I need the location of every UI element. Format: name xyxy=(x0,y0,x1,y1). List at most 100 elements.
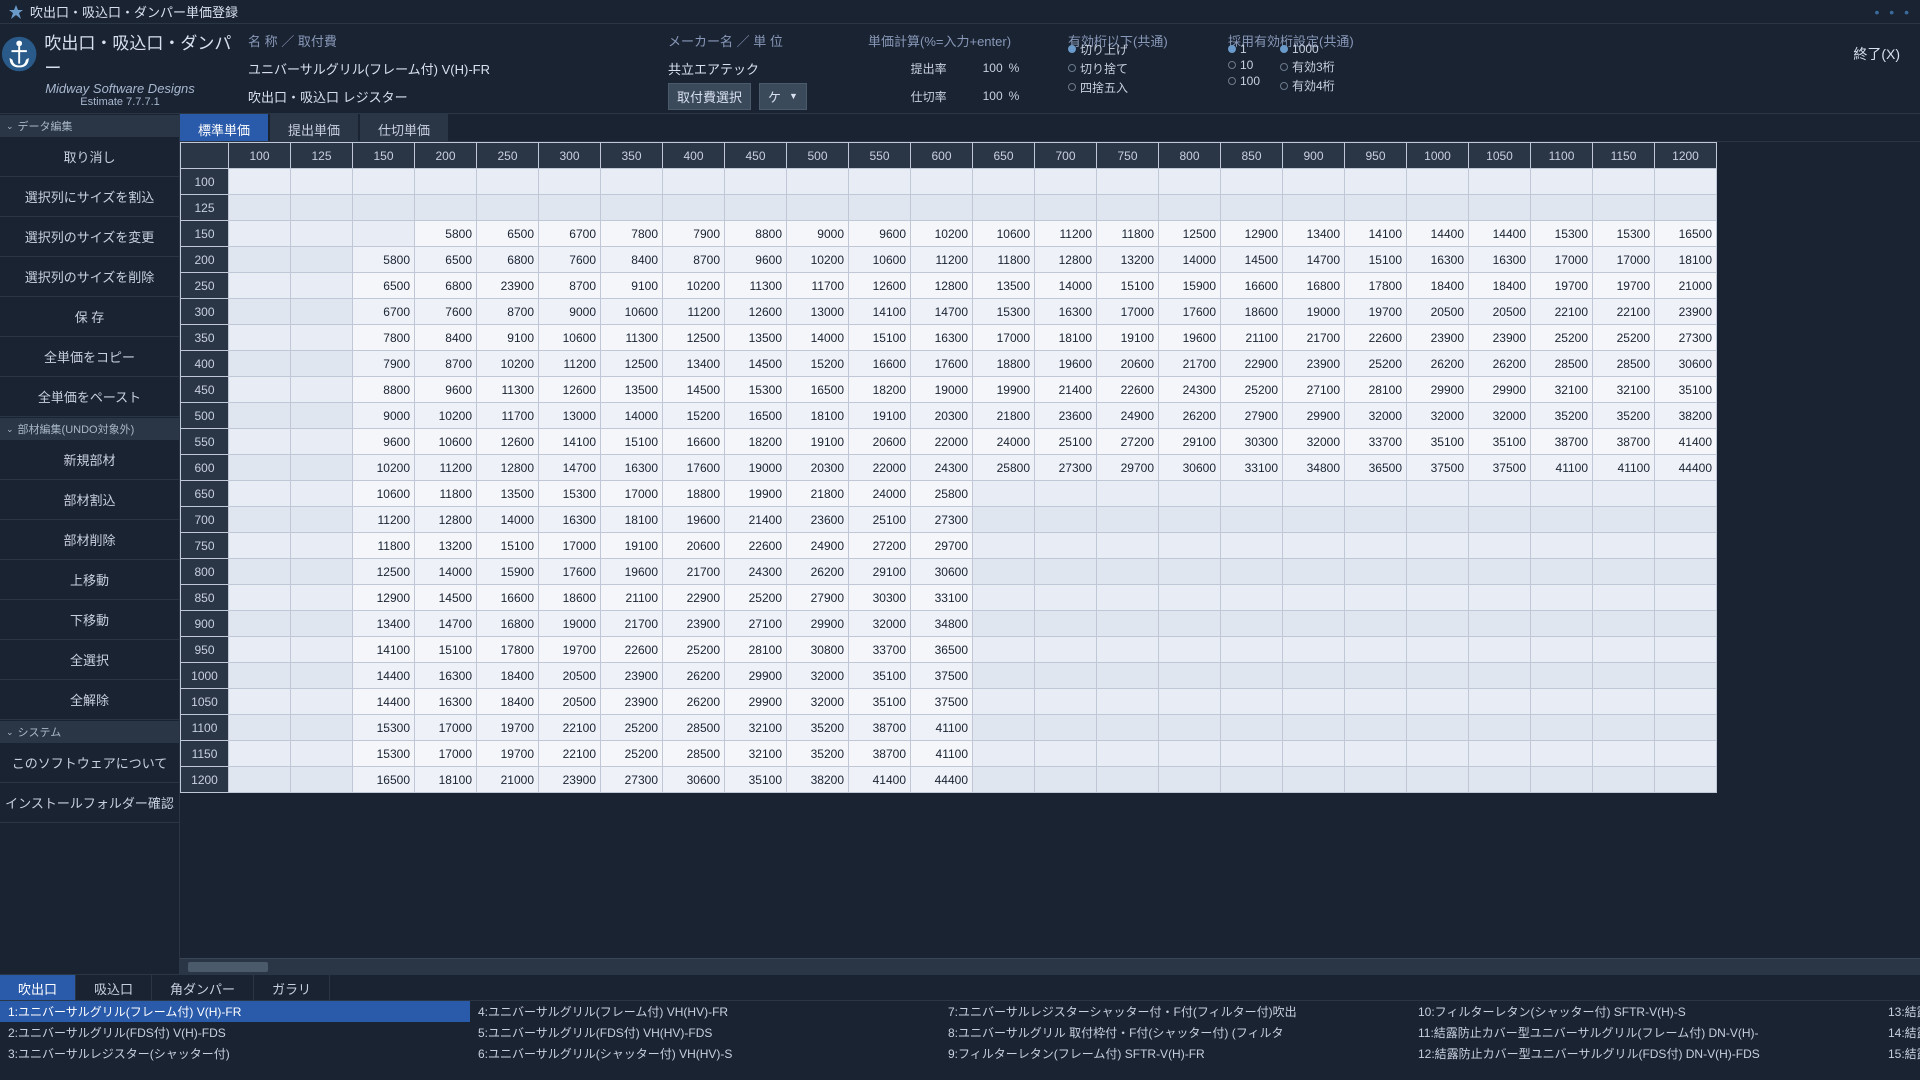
grid-cell[interactable]: 22000 xyxy=(911,429,973,455)
grid-cell[interactable] xyxy=(663,169,725,195)
sidebar-button[interactable]: 全解除 xyxy=(0,680,179,720)
list-item[interactable]: 6:ユニバーサルグリル(シャッター付) VH(HV)-S xyxy=(470,1043,940,1064)
grid-cell[interactable]: 8400 xyxy=(601,247,663,273)
grid-cell[interactable]: 10600 xyxy=(353,481,415,507)
sidebar-button[interactable]: 全単価をペースト xyxy=(0,377,179,417)
grid-cell[interactable] xyxy=(1035,611,1097,637)
grid-cell[interactable]: 37500 xyxy=(911,689,973,715)
grid-cell[interactable]: 14100 xyxy=(1345,221,1407,247)
grid-cell[interactable]: 18800 xyxy=(973,351,1035,377)
grid-cell[interactable] xyxy=(291,273,353,299)
grid-cell[interactable] xyxy=(1159,611,1221,637)
grid-cell[interactable]: 17600 xyxy=(663,455,725,481)
grid-cell[interactable]: 23900 xyxy=(477,273,539,299)
grid-cell[interactable]: 22600 xyxy=(601,637,663,663)
grid-cell[interactable] xyxy=(1469,689,1531,715)
grid-cell[interactable] xyxy=(291,403,353,429)
grid-cell[interactable]: 26200 xyxy=(1407,351,1469,377)
grid-cell[interactable]: 29900 xyxy=(1469,377,1531,403)
grid-cell[interactable]: 17800 xyxy=(1345,273,1407,299)
grid-cell[interactable] xyxy=(1531,689,1593,715)
grid-cell[interactable] xyxy=(1469,637,1531,663)
grid-cell[interactable]: 11200 xyxy=(353,507,415,533)
grid-cell[interactable]: 13500 xyxy=(725,325,787,351)
grid-cell[interactable] xyxy=(1531,663,1593,689)
grid-cell[interactable]: 22900 xyxy=(1221,351,1283,377)
grid-cell[interactable] xyxy=(1283,663,1345,689)
grid-cell[interactable] xyxy=(973,741,1035,767)
grid-cell[interactable]: 15300 xyxy=(353,741,415,767)
grid-cell[interactable]: 6500 xyxy=(415,247,477,273)
grid-cell[interactable]: 28500 xyxy=(663,715,725,741)
grid-cell[interactable] xyxy=(1097,663,1159,689)
grid-cell[interactable] xyxy=(1655,507,1717,533)
grid-cell[interactable]: 41100 xyxy=(1593,455,1655,481)
grid-cell[interactable]: 19100 xyxy=(1097,325,1159,351)
list-item[interactable]: 1:ユニバーサルグリル(フレーム付) V(H)-FR xyxy=(0,1001,470,1022)
grid-cell[interactable] xyxy=(1345,663,1407,689)
grid-cell[interactable]: 17000 xyxy=(1097,299,1159,325)
grid-cell[interactable] xyxy=(973,195,1035,221)
grid-cell[interactable] xyxy=(1407,481,1469,507)
grid-cell[interactable]: 19700 xyxy=(477,715,539,741)
grid-cell[interactable] xyxy=(1655,611,1717,637)
grid-cell[interactable] xyxy=(973,663,1035,689)
grid-cell[interactable] xyxy=(1407,533,1469,559)
grid-cell[interactable]: 29100 xyxy=(1159,429,1221,455)
grid-cell[interactable] xyxy=(229,403,291,429)
grid-cell[interactable]: 23900 xyxy=(1655,299,1717,325)
grid-cell[interactable]: 13400 xyxy=(1283,221,1345,247)
grid-cell[interactable]: 18600 xyxy=(1221,299,1283,325)
grid-cell[interactable] xyxy=(1221,741,1283,767)
grid-cell[interactable] xyxy=(1345,715,1407,741)
grid-cell[interactable]: 12900 xyxy=(353,585,415,611)
grid-cell[interactable]: 21700 xyxy=(601,611,663,637)
grid-cell[interactable]: 21700 xyxy=(1283,325,1345,351)
grid-cell[interactable] xyxy=(973,507,1035,533)
grid-cell[interactable] xyxy=(229,611,291,637)
grid-cell[interactable] xyxy=(1593,559,1655,585)
grid-cell[interactable]: 20500 xyxy=(539,689,601,715)
grid-cell[interactable]: 19000 xyxy=(1283,299,1345,325)
grid-cell[interactable]: 25200 xyxy=(601,715,663,741)
grid-cell[interactable]: 20300 xyxy=(911,403,973,429)
grid-cell[interactable] xyxy=(229,377,291,403)
grid-cell[interactable] xyxy=(1221,507,1283,533)
grid-cell[interactable] xyxy=(1469,611,1531,637)
grid-cell[interactable]: 15100 xyxy=(1345,247,1407,273)
grid-cell[interactable] xyxy=(291,637,353,663)
grid-cell[interactable] xyxy=(291,741,353,767)
category-tab[interactable]: 角ダンパー xyxy=(152,975,254,1000)
grid-cell[interactable]: 38700 xyxy=(1593,429,1655,455)
grid-cell[interactable]: 9000 xyxy=(353,403,415,429)
grid-cell[interactable] xyxy=(1345,741,1407,767)
grid-cell[interactable] xyxy=(1593,533,1655,559)
grid-cell[interactable]: 25200 xyxy=(1221,377,1283,403)
list-item[interactable]: 9:フィルターレタン(フレーム付) SFTR-V(H)-FR xyxy=(940,1043,1410,1064)
grid-cell[interactable]: 14100 xyxy=(849,299,911,325)
grid-cell[interactable]: 12600 xyxy=(849,273,911,299)
grid-cell[interactable]: 19700 xyxy=(477,741,539,767)
grid-cell[interactable]: 18100 xyxy=(415,767,477,793)
grid-cell[interactable] xyxy=(1097,481,1159,507)
grid-cell[interactable] xyxy=(1035,507,1097,533)
grid-cell[interactable] xyxy=(1531,767,1593,793)
grid-cell[interactable] xyxy=(291,715,353,741)
grid-cell[interactable]: 37500 xyxy=(1469,455,1531,481)
grid-cell[interactable]: 13000 xyxy=(539,403,601,429)
grid-cell[interactable] xyxy=(1035,533,1097,559)
grid-cell[interactable] xyxy=(1407,611,1469,637)
grid-cell[interactable]: 27300 xyxy=(1035,455,1097,481)
sidebar-button[interactable]: 下移動 xyxy=(0,600,179,640)
grid-cell[interactable]: 9600 xyxy=(725,247,787,273)
grid-cell[interactable] xyxy=(911,169,973,195)
grid-cell[interactable]: 27200 xyxy=(849,533,911,559)
grid-cell[interactable] xyxy=(291,325,353,351)
grid-cell[interactable]: 18400 xyxy=(1407,273,1469,299)
grid-cell[interactable] xyxy=(725,169,787,195)
grid-cell[interactable]: 22600 xyxy=(1345,325,1407,351)
grid-cell[interactable] xyxy=(1655,741,1717,767)
grid-cell[interactable] xyxy=(1469,663,1531,689)
grid-cell[interactable]: 20600 xyxy=(663,533,725,559)
grid-cell[interactable]: 34800 xyxy=(1283,455,1345,481)
